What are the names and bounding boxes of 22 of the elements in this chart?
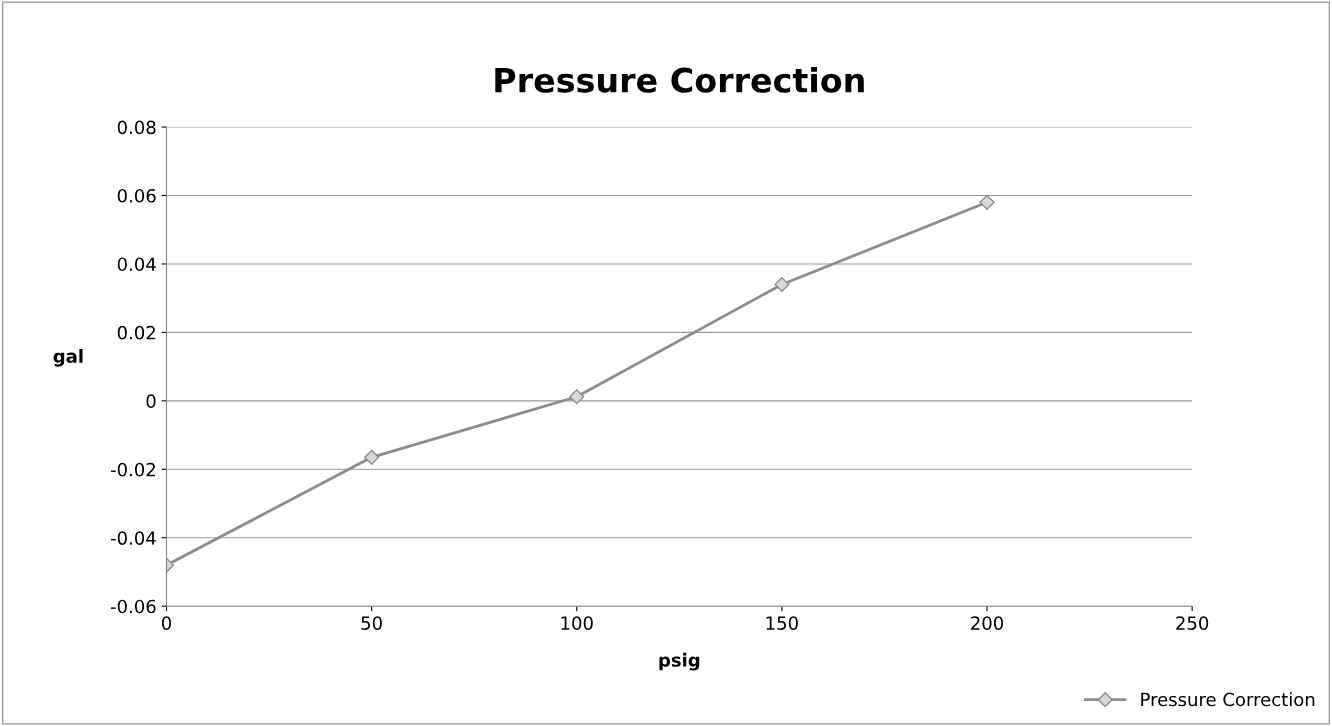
- point: [774, 276, 790, 293]
- y-tick-label: -0.04: [110, 531, 156, 545]
- y-tick-label: -0.06: [110, 599, 156, 614]
- x-tick-label: 250: [1176, 616, 1209, 630]
- y-tick-label: 0.08: [117, 120, 156, 135]
- y-tick-label: 0.02: [117, 325, 155, 340]
- y-axis-title: gal: [53, 349, 83, 367]
- chart-title: Pressure Correction: [495, 67, 864, 93]
- x-tick-label: 0: [161, 616, 172, 630]
- point: [569, 389, 585, 405]
- y-tick-label: -0.02: [110, 462, 155, 477]
- x-axis-title: psig: [659, 652, 700, 671]
- x-tick-label: 200: [971, 616, 1004, 630]
- y-tick-label: 0: [146, 394, 156, 408]
- point: [364, 449, 380, 465]
- legend-label: Pressure Correction: [1141, 692, 1315, 707]
- point: [979, 194, 995, 210]
- y-tick-label: 0.06: [117, 188, 156, 203]
- y-tick-label: 0.04: [117, 257, 156, 272]
- x-tick-label: 100: [561, 616, 593, 630]
- x-tick-label: 50: [361, 616, 382, 630]
- x-tick-label: 150: [766, 616, 798, 630]
